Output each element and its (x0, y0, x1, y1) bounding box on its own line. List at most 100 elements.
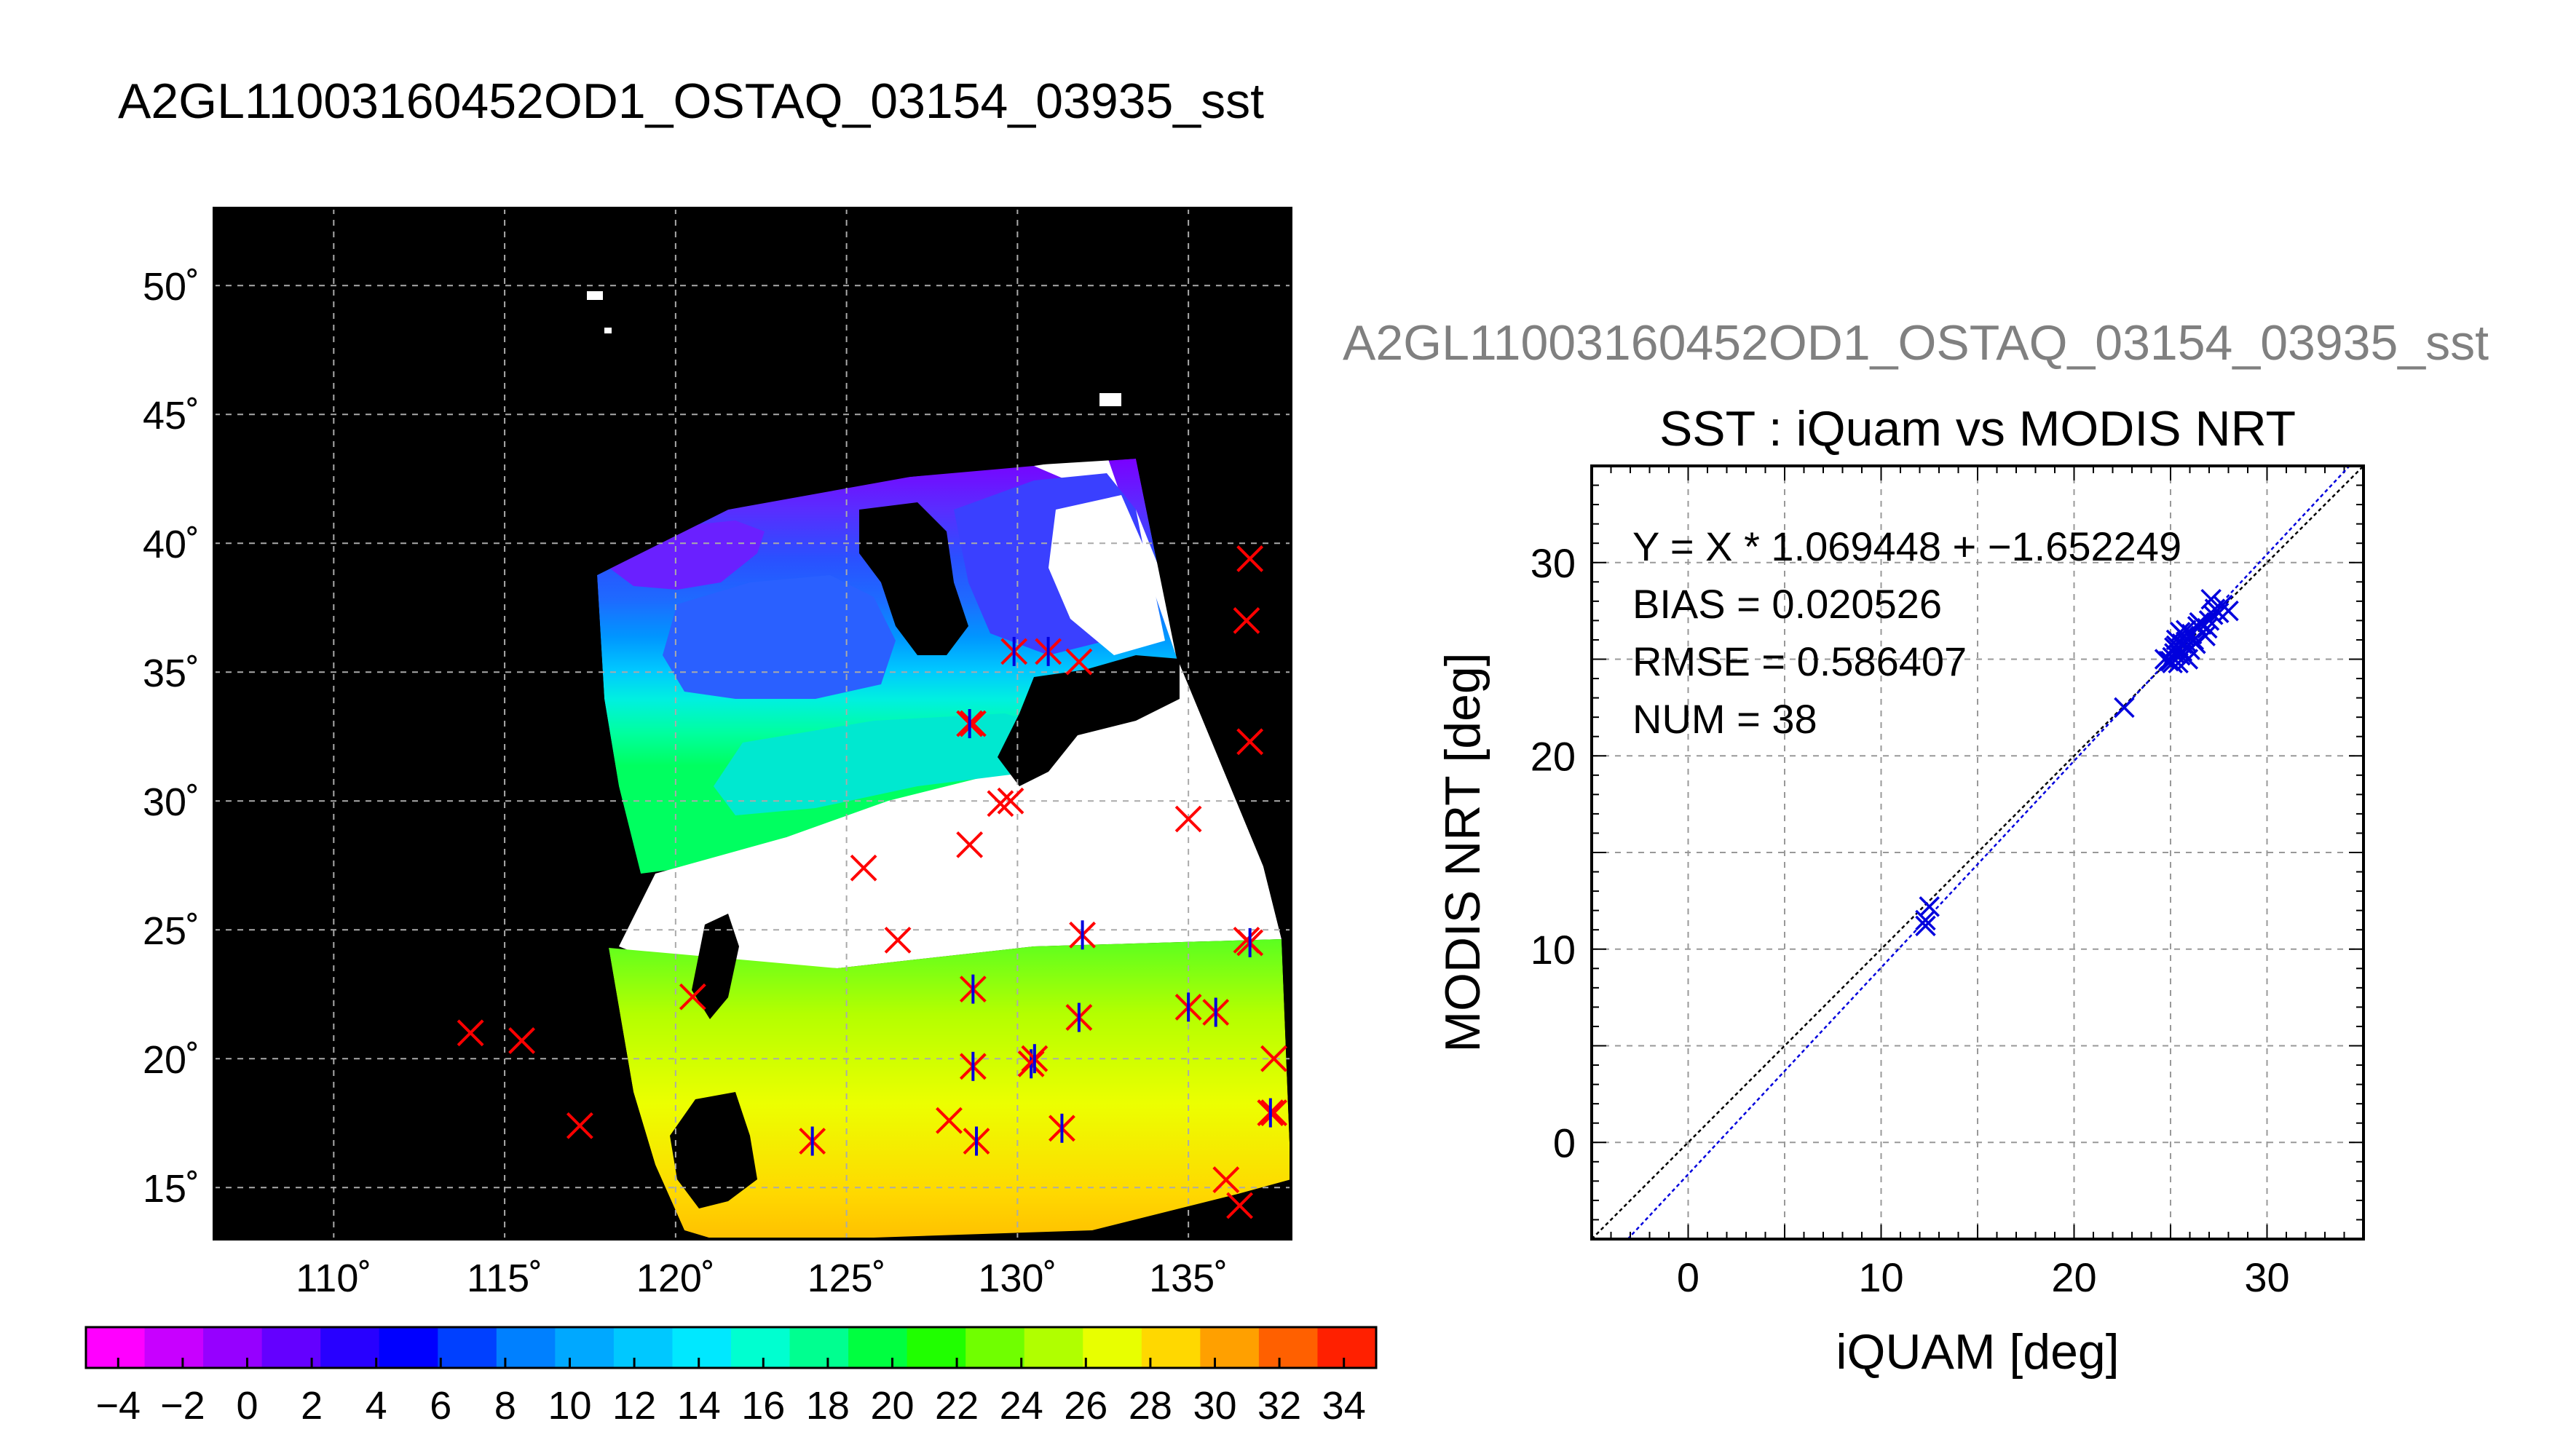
colorbar-segment (555, 1327, 615, 1368)
colorbar-segment (1083, 1327, 1142, 1368)
luzon-land (670, 1092, 757, 1208)
colorbar-segment (965, 1327, 1025, 1368)
sst-swath (214, 208, 1291, 1239)
colorbar-tick-label: −2 (160, 1384, 205, 1428)
colorbar-segment (672, 1327, 732, 1368)
east-china-sea (714, 713, 1056, 815)
colorbar-frame (84, 1326, 1378, 1369)
map-marker-asterisk (959, 1051, 987, 1081)
map-marker-x (1226, 1192, 1253, 1219)
scatter-point (2162, 652, 2183, 674)
scatter-point (2218, 600, 2239, 622)
main-title: A2GL11003160452OD1_OSTAQ_03154_03935_sst (118, 74, 1264, 129)
scatter-annotation: BIAS = 0.020526 (1632, 581, 1942, 627)
map-marker-x (457, 1019, 484, 1047)
colorbar-tick-label: −4 (96, 1384, 141, 1428)
map-frame (213, 207, 1292, 1241)
map-y-tick-label: 20˚ (143, 1038, 200, 1082)
colorbar-tick-label: 28 (1129, 1384, 1172, 1428)
scatter-x-tick-label: 30 (2244, 1254, 2289, 1300)
map-marker-asterisk (1069, 920, 1097, 950)
scatter-point (2185, 633, 2206, 654)
map-x-tick-label: 130˚ (978, 1257, 1057, 1300)
scatter-y-tick-label: 0 (1553, 1120, 1576, 1166)
scatter-x-tick-label: 10 (1858, 1254, 1903, 1300)
scatter-annotation: NUM = 38 (1632, 696, 1817, 742)
scatter-annotation: RMSE = 0.586407 (1632, 638, 1967, 684)
colorbar-segment (320, 1327, 380, 1368)
colorbar-segment (379, 1327, 439, 1368)
colorbar-tick-label: 26 (1064, 1384, 1107, 1428)
map-marker-x (1212, 1166, 1240, 1193)
map-marker-x (1260, 1045, 1287, 1072)
colorbar-segment (1024, 1327, 1084, 1368)
map-marker-x (997, 787, 1024, 815)
map-marker-x (956, 831, 984, 858)
swath-east-edge (1136, 208, 1291, 1179)
scatter-y-tick-label: 30 (1531, 540, 1576, 586)
colorbar-tick-label: 30 (1193, 1384, 1236, 1428)
scatter-points (1915, 588, 2239, 937)
map-marker-x (850, 854, 877, 882)
scatter-frame (1590, 464, 2365, 1241)
scatter-point (1915, 909, 1936, 931)
map-marker-x (884, 926, 912, 954)
colorbar-tick-label: 2 (301, 1384, 323, 1428)
scatter-xlabel: iQUAM [deg] (1836, 1324, 2119, 1380)
fit-line (1626, 466, 2351, 1239)
colorbar-segment (144, 1327, 205, 1368)
map-y-tick-label: 15˚ (143, 1167, 200, 1211)
colorbar-segment (731, 1327, 791, 1368)
japan-land (998, 655, 1180, 786)
map-marker-asterisk (1174, 992, 1202, 1022)
map-marker-asterisk (799, 1126, 826, 1156)
scatter-plot: SST : iQuam vs MODIS NRT 0 10 20 30 0 10 20 30… (1435, 401, 2365, 1380)
map-marker-x (1065, 648, 1093, 676)
scatter-x-tick-label: 20 (2051, 1254, 2096, 1300)
cloud-speck (604, 328, 612, 333)
map-marker-x (1236, 545, 1264, 572)
colorbar: −4 −2 0 2 4 6 8 10 12 14 16 18 20 22 24 26 28 30 32 34 (84, 1326, 1378, 1428)
colorbar-tick-label: 32 (1257, 1384, 1301, 1428)
map-marker-x (959, 710, 987, 737)
colorbar-segment (1317, 1327, 1377, 1368)
map-marker-x (566, 1112, 593, 1139)
colorbar-tick-label: 12 (612, 1384, 656, 1428)
map-y-tick-label: 40˚ (143, 523, 200, 566)
map-marker-asterisk (1049, 1113, 1075, 1143)
colorbar-segment (496, 1327, 556, 1368)
bohai-sea (604, 521, 765, 590)
colorbar-tick-label: 20 (870, 1384, 914, 1428)
map-marker-asterisk (1202, 997, 1230, 1027)
colorbar-tick-label: 16 (741, 1384, 785, 1428)
scatter-fit-lines (1592, 466, 2364, 1239)
colorbar-tick-label: 14 (677, 1384, 721, 1428)
map-marker-asterisk (1000, 636, 1028, 666)
scatter-point (1919, 896, 1940, 917)
scatter-title: SST : iQuam vs MODIS NRT (1659, 401, 2296, 456)
map-y-tick-label: 30˚ (143, 780, 200, 824)
colorbar-tick-label: 10 (548, 1384, 591, 1428)
scatter-y-tick-labels: 0 10 20 30 (1531, 540, 1576, 1166)
map-x-tick-label: 120˚ (636, 1257, 715, 1300)
taiwan-land (692, 914, 739, 1019)
scatter-point (2203, 604, 2224, 625)
colorbar-segment (613, 1327, 674, 1368)
scatter-point (2114, 697, 2135, 719)
map-marker-x (508, 1027, 535, 1054)
map-marker-asterisk (959, 974, 987, 1004)
map-x-tick-labels: 110˚ 115˚ 120˚ 125˚ 130˚ 135˚ (296, 1257, 1228, 1300)
colorbar-segment (848, 1327, 908, 1368)
colorbar-segment (1200, 1327, 1260, 1368)
map-x-tick-label: 110˚ (296, 1257, 371, 1300)
map-x-tick-label: 135˚ (1149, 1257, 1228, 1300)
scatter-point (2170, 622, 2191, 643)
swath-cloud-band (619, 455, 1282, 968)
yellow-sea (663, 575, 896, 699)
map-marker-x (987, 790, 1014, 818)
scatter-y-tick-label: 10 (1531, 927, 1576, 973)
map-marker-x (936, 1107, 963, 1134)
colorbar-tick-label: 0 (236, 1384, 258, 1428)
sst-map: 110˚ 115˚ 120˚ 125˚ 130˚ 135˚ 15˚ 20˚ 25˚ 30˚ 35˚… (143, 207, 1292, 1300)
cloud-speck (587, 291, 603, 300)
